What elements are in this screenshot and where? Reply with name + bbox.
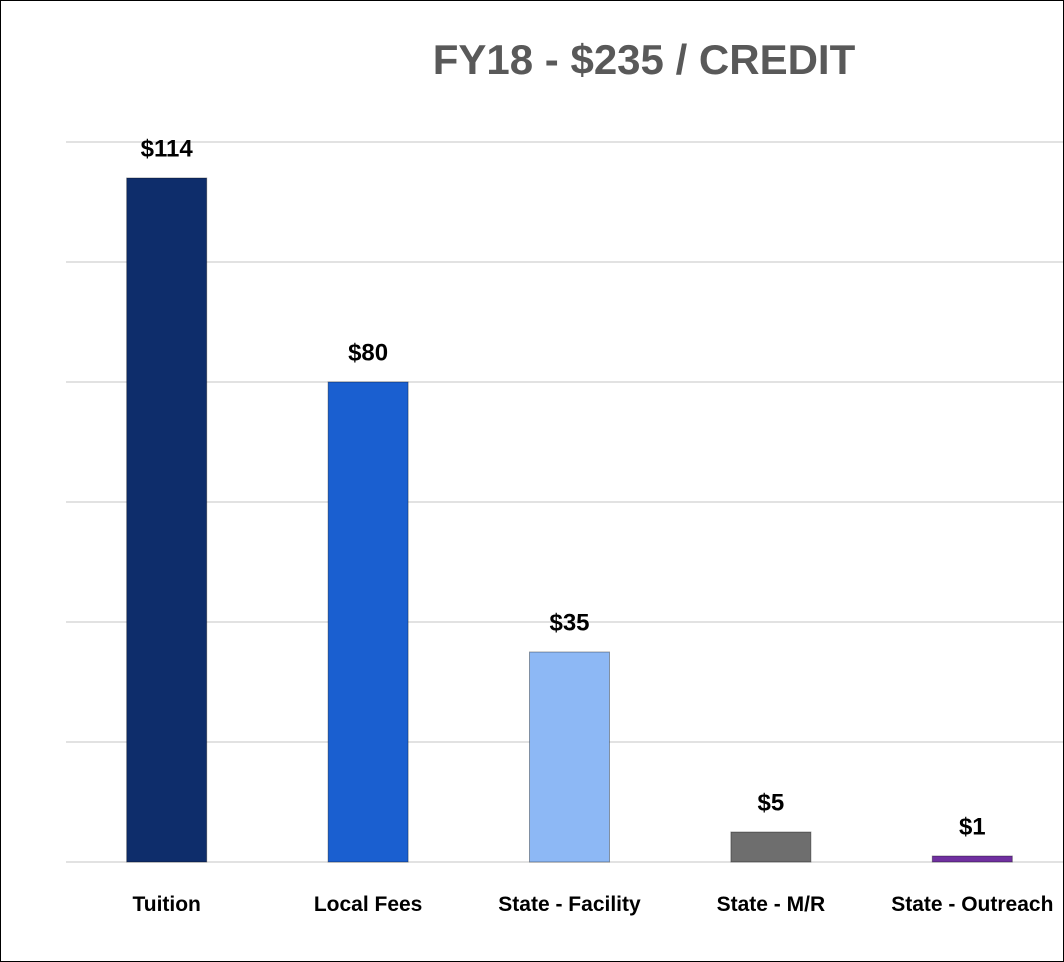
x-tick-label: Tuition	[132, 893, 201, 916]
x-tick-label: State - Outreach	[891, 893, 1054, 916]
x-tick-label: Local Fees	[313, 893, 423, 916]
value-label: $5	[758, 789, 785, 816]
bar	[931, 855, 1013, 863]
bar	[126, 177, 208, 863]
bar	[730, 831, 812, 863]
x-tick-label: State - Facility	[498, 893, 641, 916]
x-tick-label: State - M/R	[716, 893, 826, 916]
value-label: $1	[959, 813, 986, 840]
chart-title: FY18 - $235 / CREDIT	[433, 36, 856, 83]
value-label: $114	[141, 135, 194, 162]
bar	[529, 651, 610, 863]
bar	[327, 381, 409, 863]
value-label: $80	[348, 339, 388, 366]
value-label: $35	[549, 609, 589, 636]
